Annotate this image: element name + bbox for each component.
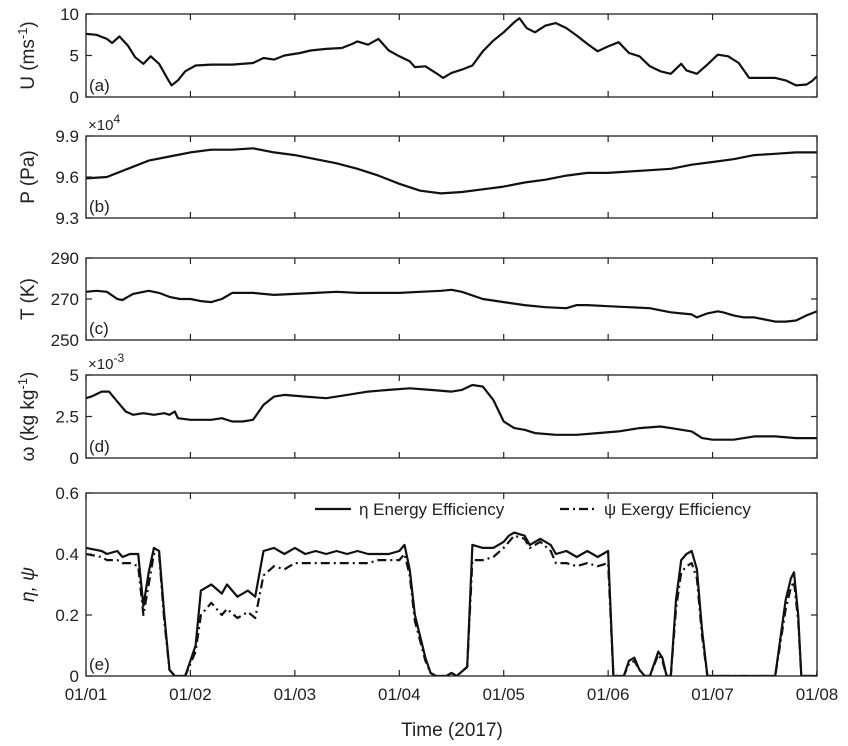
y-tick-label: 5 [70, 366, 79, 385]
axes-box [85, 492, 818, 677]
series-line [86, 17, 817, 87]
panel: 0 2.5 5 (d) ×10-3 ω (kg kg-1) [15, 351, 818, 468]
x-tick-label: 01/08 [796, 685, 839, 704]
panel-label: (e) [89, 655, 110, 674]
axes-box [85, 13, 818, 98]
x-tick-label: 01/02 [169, 685, 212, 704]
axes-box [85, 374, 818, 459]
y-axis-label: ω (kg kg-1) [15, 372, 39, 462]
x-tick-label: 01/07 [691, 685, 734, 704]
axis-multiplier: ×10-3 [88, 351, 124, 373]
legend-entry: η Energy Efficiency [359, 500, 505, 519]
legend-entry: ψ Exergy Efficiency [604, 500, 751, 519]
panel-label: (b) [89, 197, 110, 216]
series-line [86, 383, 817, 441]
y-tick-label: 0.4 [55, 545, 79, 564]
y-tick-label: 10 [60, 5, 79, 24]
series-line [86, 147, 817, 195]
y-tick-label: 0 [70, 449, 79, 468]
axis-multiplier: ×104 [88, 112, 120, 134]
x-tick-label: 01/04 [378, 685, 421, 704]
y-tick-label: 9.6 [55, 168, 79, 187]
y-tick-label: 0 [70, 667, 79, 686]
panel-label: (a) [89, 76, 110, 95]
panel-label: (c) [89, 319, 109, 338]
y-axis-label: η, ψ [18, 567, 39, 602]
y-axis-label: P (Pa) [18, 150, 39, 204]
x-tick-label: 01/05 [482, 685, 525, 704]
panel-label: (d) [89, 437, 110, 456]
x-tick-label: 01/01 [65, 685, 108, 704]
y-axis-label: T (K) [18, 278, 39, 320]
y-tick-label: 290 [51, 249, 79, 268]
x-tick-label: 01/03 [274, 685, 317, 704]
y-tick-label: 5 [70, 47, 79, 66]
y-tick-label: 9.3 [55, 209, 79, 228]
y-tick-label: 250 [51, 331, 79, 350]
panel: 9.3 9.6 9.9 (b) ×104 P (Pa) [18, 112, 818, 228]
panel: 0 0.2 0.4 0.6 01/01 01/02 01/03 01/04 01/05 01/06… [18, 484, 838, 704]
panel: 250 270 290 (c) T (K) [18, 249, 818, 350]
y-tick-label: 0.2 [55, 606, 79, 625]
x-tick-label: 01/06 [587, 685, 630, 704]
y-axis-label: U (ms-1) [15, 21, 39, 90]
axes-box [85, 135, 818, 219]
y-tick-label: 0 [70, 88, 79, 107]
series-line [86, 531, 817, 676]
y-tick-label: 9.9 [55, 127, 79, 146]
series-line [86, 534, 817, 676]
x-axis-label: Time (2017) [401, 720, 503, 741]
panel: 0 5 10 (a) U (ms-1) [15, 5, 818, 107]
series-line [86, 288, 817, 323]
y-tick-label: 270 [51, 290, 79, 309]
y-tick-label: 2.5 [55, 408, 79, 427]
y-tick-label: 0.6 [55, 484, 79, 503]
